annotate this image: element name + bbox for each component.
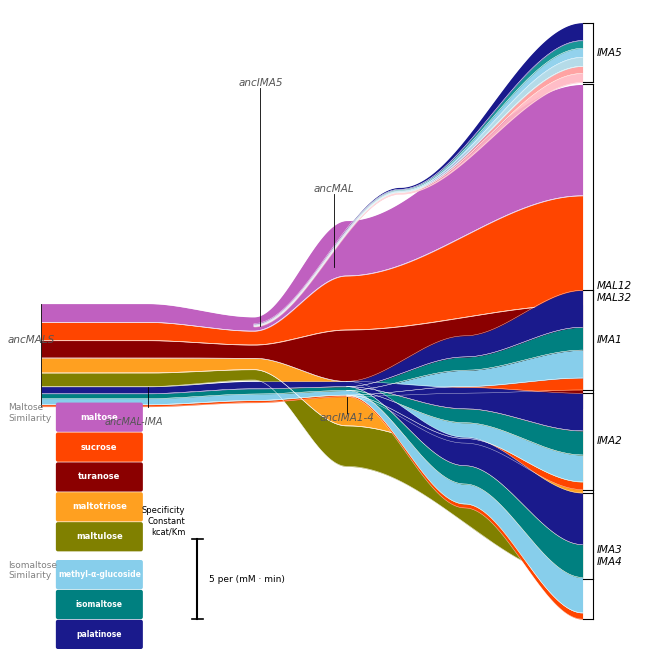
- Text: maltose: maltose: [81, 413, 118, 422]
- FancyBboxPatch shape: [56, 522, 143, 552]
- Text: isomaltose: isomaltose: [76, 600, 123, 609]
- Text: IMA1: IMA1: [597, 335, 623, 345]
- Text: Isomaltose
Similarity: Isomaltose Similarity: [8, 561, 57, 580]
- FancyBboxPatch shape: [56, 432, 143, 462]
- Text: ancMAL-IMA: ancMAL-IMA: [104, 416, 163, 426]
- FancyBboxPatch shape: [56, 462, 143, 492]
- Text: methyl-α-glucoside: methyl-α-glucoside: [58, 570, 141, 579]
- Text: palatinose: palatinose: [77, 630, 122, 639]
- Text: IMA5: IMA5: [597, 47, 623, 57]
- FancyBboxPatch shape: [56, 590, 143, 619]
- Text: Specificity
Constant
kcat/Km: Specificity Constant kcat/Km: [142, 506, 185, 536]
- Text: ancIMA5: ancIMA5: [238, 78, 283, 88]
- Text: ancMALS: ancMALS: [8, 335, 55, 345]
- Text: sucrose: sucrose: [81, 443, 117, 452]
- FancyBboxPatch shape: [56, 492, 143, 522]
- Text: turanose: turanose: [78, 472, 121, 482]
- Text: Maltose
Similarity: Maltose Similarity: [8, 404, 51, 423]
- Text: ancMAL: ancMAL: [313, 184, 354, 194]
- Text: IMA2: IMA2: [597, 436, 623, 446]
- FancyBboxPatch shape: [56, 403, 143, 432]
- Text: 5 per (mM · min): 5 per (mM · min): [209, 575, 285, 584]
- Text: ancIMA1-4: ancIMA1-4: [319, 414, 374, 423]
- Text: MAL12
MAL32: MAL12 MAL32: [597, 281, 632, 303]
- Text: IMA3
IMA4: IMA3 IMA4: [597, 545, 623, 567]
- FancyBboxPatch shape: [56, 620, 143, 649]
- Text: maltulose: maltulose: [76, 532, 123, 541]
- FancyBboxPatch shape: [56, 560, 143, 589]
- Text: maltotriose: maltotriose: [72, 502, 127, 512]
